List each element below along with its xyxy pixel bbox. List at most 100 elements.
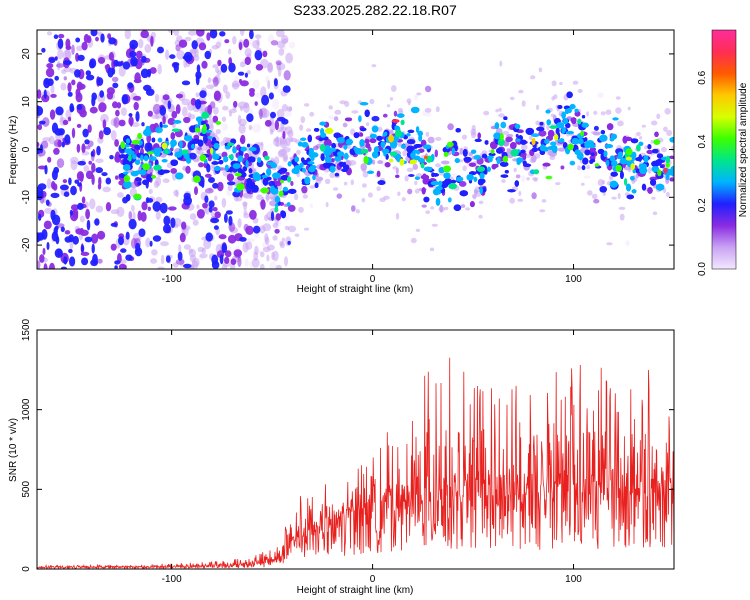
spectrogram-cell [192,219,199,226]
spectrogram-cell [363,156,369,164]
spectrogram-cell [364,109,370,118]
spectrogram-cell [259,108,263,120]
spectrogram-cell [407,129,415,133]
spectrogram-cell [615,107,622,114]
spectrogram-cell [663,126,668,132]
spectrogram-cell [137,133,142,140]
spectrogram-cell [376,135,383,141]
spectrogram-cell [562,127,567,132]
spectrogram-cell [287,225,297,233]
spectrogram-cell [170,132,176,140]
spectrogram-cell [630,176,635,181]
spectrogram-cell [398,110,404,114]
spectrogram-cell [246,113,254,123]
spectrogram-cell [128,211,133,220]
chart-title: S233.2025.282.22.18.R07 [293,2,457,18]
spectrogram-cell [481,150,488,155]
spectrogram-cell [466,174,474,181]
spectrogram-cell [638,154,642,162]
spectrogram-cell [198,42,207,51]
spectrogram-cell [194,186,198,196]
spectrogram-cell [478,214,483,219]
spectrogram-cell [167,206,177,211]
spectrogram-cell [435,198,441,206]
spectrogram-cell [296,149,301,155]
spectrogram-cell [592,131,601,136]
spectrogram-cell [205,91,212,98]
spectrogram-cell [586,164,590,170]
spectrogram-cell [269,261,277,269]
colorbar: 0.0 0.2 0.4 0.6 Normalized spectral amplitu… [697,29,749,276]
spectrogram-cell [175,258,185,265]
spectrogram-cell [90,151,94,157]
spectrogram-cell [546,149,554,156]
spectrogram-cell [192,158,200,162]
spectrogram-cell [253,231,260,239]
spectrogram-cell [407,139,416,145]
spectrogram-cell [420,162,425,169]
spectrogram-cell [150,114,160,119]
spectrogram-cell [385,153,389,160]
snr-y-tick-label: 1500 [21,318,32,341]
spectrogram-cell [70,204,79,211]
spectrogram-y-tick-label: 20 [21,48,32,60]
spectrogram-cell [214,166,221,172]
spectrogram-cell [610,171,618,177]
spectrogram-cell [140,30,149,39]
spectrogram-cell [641,124,646,128]
spectrogram-cell [147,110,153,117]
spectrogram-cell [191,40,198,50]
spectrogram-cell [476,166,485,172]
spectrogram-cell [167,100,172,110]
spectrogram-cell [82,128,89,138]
spectrogram-cell [63,256,68,265]
spectrogram-cell [307,134,312,143]
spectrogram-cell [309,185,316,189]
spectrogram-cell [131,139,140,145]
spectrogram-cell [320,132,327,138]
spectrogram-cell [494,163,499,168]
spectrogram-cell [196,204,200,210]
spectrogram-cell [159,202,168,214]
spectrogram-cell [239,80,249,87]
spectrogram-cell [198,162,204,168]
spectrogram-cell [369,98,375,105]
spectrogram-cell [151,137,156,143]
spectrogram-cell [227,142,235,146]
spectrogram-cell [333,116,339,122]
spectrogram-cell [639,166,648,174]
spectrogram-cell [630,163,635,170]
spectrogram-cell [443,172,451,179]
spectrogram-cell [221,243,228,254]
spectrogram-cell [586,111,590,117]
spectrogram-cell [362,171,369,178]
spectrogram-cell [271,251,275,261]
colorbar-tick-label: 0.4 [697,134,708,148]
spectrogram-cell [245,241,253,250]
spectrogram-cell [107,67,114,78]
spectrogram-cell [397,191,401,197]
spectrogram-cell [103,127,111,136]
spectrogram-cell [422,110,427,117]
spectrogram-cell [132,154,137,160]
spectrogram-cell [110,243,117,251]
spectrogram-cell [606,123,614,131]
spectrogram-cell [242,201,248,207]
spectrogram-cell [77,160,86,166]
spectrogram-cell [391,119,400,123]
spectrogram-cell [114,260,121,265]
spectrogram-cell [124,148,132,154]
spectrogram-cell [212,76,219,87]
spectrogram-cell [96,77,104,86]
spectrogram-cell [361,197,366,203]
spectrogram-cell [639,136,643,140]
spectrogram-cell [379,197,386,202]
spectrogram-cell [39,144,44,154]
spectrogram-cell [343,181,348,186]
spectrogram-cell [153,147,163,153]
spectrogram-cell [435,190,442,195]
spectrogram-cell [468,162,476,167]
spectrogram-cell [244,56,251,66]
spectrogram-cell [160,241,169,247]
spectrogram-cell [275,264,282,269]
